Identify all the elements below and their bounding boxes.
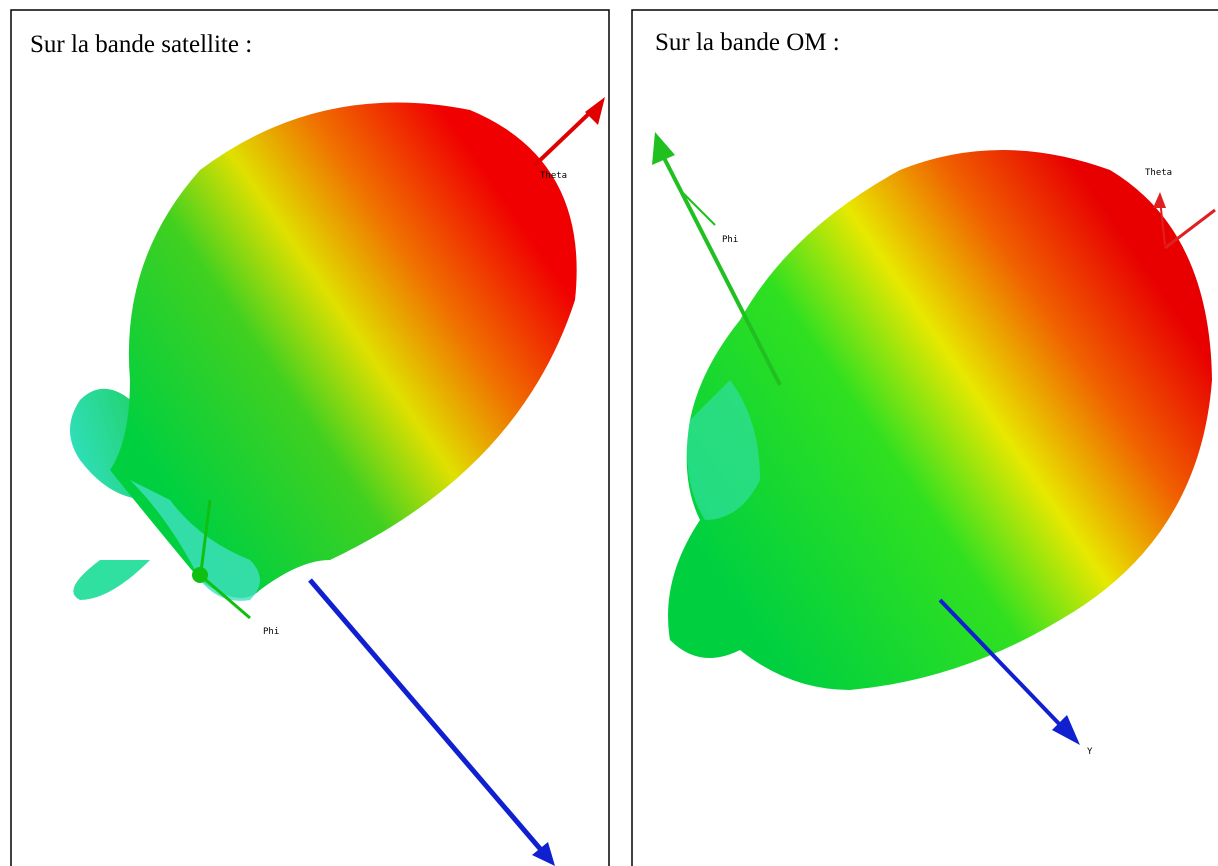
axis-label: Theta — [540, 171, 567, 181]
axis-label: Phi — [722, 235, 738, 245]
axis-label: Y — [1087, 747, 1093, 757]
panel-title: Sur la bande satellite : — [30, 31, 252, 58]
page: Sur la bande satellite : Theta Phi Sur l… — [0, 0, 1218, 866]
document: Sur la bande satellite : Theta Phi Sur l… — [0, 0, 1218, 866]
panel-title: Sur la bande OM : — [655, 29, 840, 56]
axis-origin — [192, 567, 208, 583]
axis-label: Theta — [1145, 168, 1172, 178]
panel: Sur la bande OM : Theta Phi Y — [632, 10, 1218, 866]
axis-label: Phi — [263, 627, 279, 637]
panel: Sur la bande satellite : Theta Phi — [11, 10, 609, 866]
